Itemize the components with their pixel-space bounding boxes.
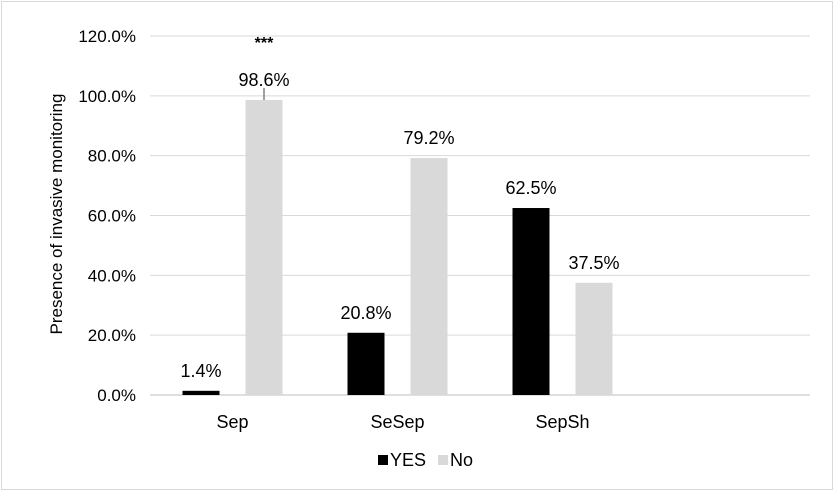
bar-yes-sesep xyxy=(347,332,385,395)
y-tick-label: 80.0% xyxy=(88,147,136,166)
legend: YES No xyxy=(378,450,473,470)
bar-no-sepsh xyxy=(575,282,613,395)
y-tick-label: 100.0% xyxy=(78,87,136,106)
data-label: 37.5% xyxy=(568,253,619,273)
x-tick-label: SeSep xyxy=(370,412,424,432)
legend-swatch xyxy=(438,455,449,465)
data-labels: 1.4% 98.6% 20.8% 79.2% 62.5% 37.5% *** xyxy=(180,35,619,381)
significance-annotation: *** xyxy=(255,35,274,52)
bar-yes-sep xyxy=(182,390,220,395)
y-tick-label: 40.0% xyxy=(88,266,136,285)
y-tick-label: 120.0% xyxy=(78,27,136,46)
y-tick-label: 20.0% xyxy=(88,326,136,345)
legend-label: YES xyxy=(390,450,426,470)
data-label: 98.6% xyxy=(238,70,289,90)
x-axis-ticks: Sep SeSep SepSh xyxy=(216,412,589,432)
bars xyxy=(182,100,613,395)
x-tick-label: Sep xyxy=(216,412,248,432)
bar-no-sesep xyxy=(410,158,448,395)
bar-yes-sepsh xyxy=(512,208,550,395)
bar-no-sep xyxy=(245,100,283,395)
data-label: 62.5% xyxy=(505,178,556,198)
data-label: 79.2% xyxy=(403,128,454,148)
y-tick-label: 0.0% xyxy=(97,386,136,405)
x-tick-label: SepSh xyxy=(535,412,589,432)
legend-swatch xyxy=(378,455,388,465)
data-label: 1.4% xyxy=(180,361,221,381)
y-axis-label: Presence of invasive monitoring xyxy=(47,94,66,335)
y-axis-ticks: 0.0% 20.0% 40.0% 60.0% 80.0% 100.0% 120.0% xyxy=(78,27,136,405)
y-tick-label: 60.0% xyxy=(88,207,136,226)
data-label: 20.8% xyxy=(340,303,391,323)
legend-label: No xyxy=(450,450,473,470)
